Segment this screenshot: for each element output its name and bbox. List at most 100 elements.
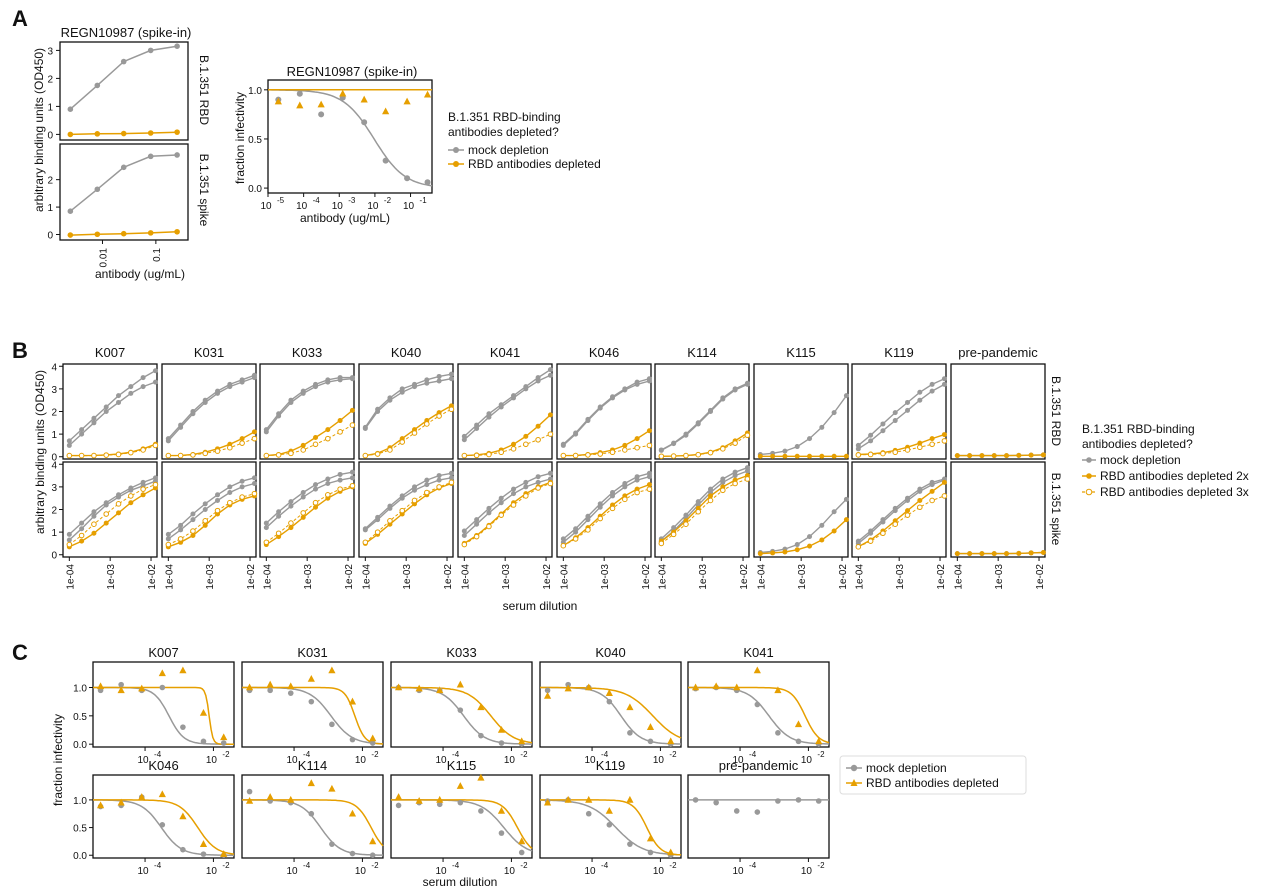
- data-point: [744, 432, 751, 439]
- data-point: [103, 409, 109, 414]
- fit-curve: [93, 799, 235, 855]
- data-point: [263, 525, 269, 531]
- data-point: [147, 230, 154, 236]
- x-tick-exponent: -2: [222, 750, 230, 759]
- data-point: [239, 379, 245, 385]
- data-point: [941, 381, 947, 387]
- data-point: [683, 432, 689, 438]
- panel-a-legend-title-1: B.1.351 RBD-binding: [448, 110, 561, 124]
- y-tick-label: 1.0: [248, 86, 262, 97]
- data-point: [266, 793, 274, 800]
- series-line: [68, 370, 156, 442]
- data-point: [461, 528, 467, 534]
- data-point: [461, 452, 468, 459]
- data-point: [622, 496, 628, 503]
- data-point: [892, 449, 899, 456]
- fit-curve: [540, 799, 682, 856]
- x-tick-label: 10: [206, 755, 218, 766]
- data-point: [1040, 549, 1046, 555]
- y-tick-label: 1: [51, 430, 57, 441]
- data-point: [415, 797, 423, 804]
- data-point: [300, 490, 306, 496]
- x-tick-exponent: -4: [601, 861, 609, 870]
- panel-a-binding-frame: [59, 41, 189, 141]
- data-point: [288, 499, 294, 505]
- data-point: [138, 793, 146, 800]
- data-point: [394, 683, 403, 691]
- data-point: [374, 451, 381, 457]
- data-point: [477, 703, 485, 711]
- data-point: [300, 447, 307, 453]
- data-point: [511, 441, 517, 447]
- panel-b-facet-frame: [950, 461, 1046, 558]
- data-point: [754, 809, 761, 815]
- data-point: [395, 802, 402, 809]
- data-point: [227, 444, 233, 451]
- x-tick-exponent: -2: [669, 861, 677, 870]
- data-point: [313, 504, 319, 510]
- data-point: [991, 551, 997, 557]
- data-point: [120, 130, 127, 137]
- data-point: [941, 438, 948, 444]
- data-point: [775, 730, 781, 736]
- data-point: [165, 531, 171, 537]
- panel-c-facet-frame: [390, 774, 533, 859]
- data-point: [892, 418, 898, 424]
- data-point: [239, 484, 245, 490]
- panel-a-row-label-rbd: B.1.351 RBD: [197, 55, 211, 125]
- data-point: [118, 681, 124, 688]
- data-point: [96, 801, 105, 809]
- data-point: [929, 388, 935, 394]
- data-point: [215, 497, 221, 503]
- data-point: [905, 497, 911, 503]
- x-tick-label: 1e-02: [641, 564, 652, 590]
- data-point: [337, 486, 343, 492]
- data-point: [360, 95, 368, 103]
- data-point: [152, 442, 159, 449]
- x-tick-label: 10: [435, 755, 447, 766]
- panel-a-legend-title-2: antibodies depleted?: [448, 125, 559, 139]
- x-tick-label: 10: [367, 201, 379, 212]
- data-point: [394, 793, 403, 800]
- data-point: [325, 480, 331, 486]
- data-point: [486, 510, 492, 516]
- data-point: [158, 790, 166, 798]
- x-tick-label: 1e-02: [246, 564, 257, 590]
- data-point: [190, 533, 196, 539]
- data-point: [486, 451, 492, 458]
- x-tick-label: 1e-02: [147, 564, 158, 590]
- data-point: [819, 522, 825, 528]
- data-point: [905, 399, 911, 405]
- data-point: [288, 525, 294, 531]
- panel-c-facet-frame: [687, 661, 830, 748]
- data-point: [202, 522, 208, 528]
- data-point: [868, 432, 874, 438]
- data-point: [448, 479, 455, 486]
- panel-b-legend-entry-2x: RBD antibodies depleted 2x: [1100, 469, 1249, 483]
- data-point: [597, 405, 603, 411]
- data-point: [819, 537, 825, 543]
- data-point: [892, 410, 898, 416]
- data-point: [362, 425, 368, 431]
- data-point: [116, 399, 122, 405]
- panel-b: arbitrary binding units (OD450) serum di…: [33, 345, 1063, 613]
- data-point: [374, 529, 381, 535]
- data-point: [486, 505, 492, 511]
- facet-title: K031: [194, 345, 224, 360]
- panel-b-legend: B.1.351 RBD-binding antibodies depleted?…: [1082, 422, 1249, 499]
- data-point: [670, 453, 677, 459]
- facet-title: K041: [490, 345, 520, 360]
- data-point: [411, 497, 418, 504]
- data-point: [116, 494, 122, 500]
- y-tick-label: 1.0: [73, 796, 87, 807]
- data-point: [79, 520, 85, 526]
- data-point: [807, 453, 813, 459]
- panel-c-xlabel: serum dilution: [423, 875, 498, 889]
- data-point: [382, 157, 389, 164]
- data-point: [116, 393, 122, 399]
- x-tick-label: 1e-03: [501, 564, 512, 590]
- data-point: [348, 697, 357, 705]
- data-point: [448, 376, 454, 382]
- data-point: [695, 508, 702, 515]
- data-point: [349, 422, 356, 428]
